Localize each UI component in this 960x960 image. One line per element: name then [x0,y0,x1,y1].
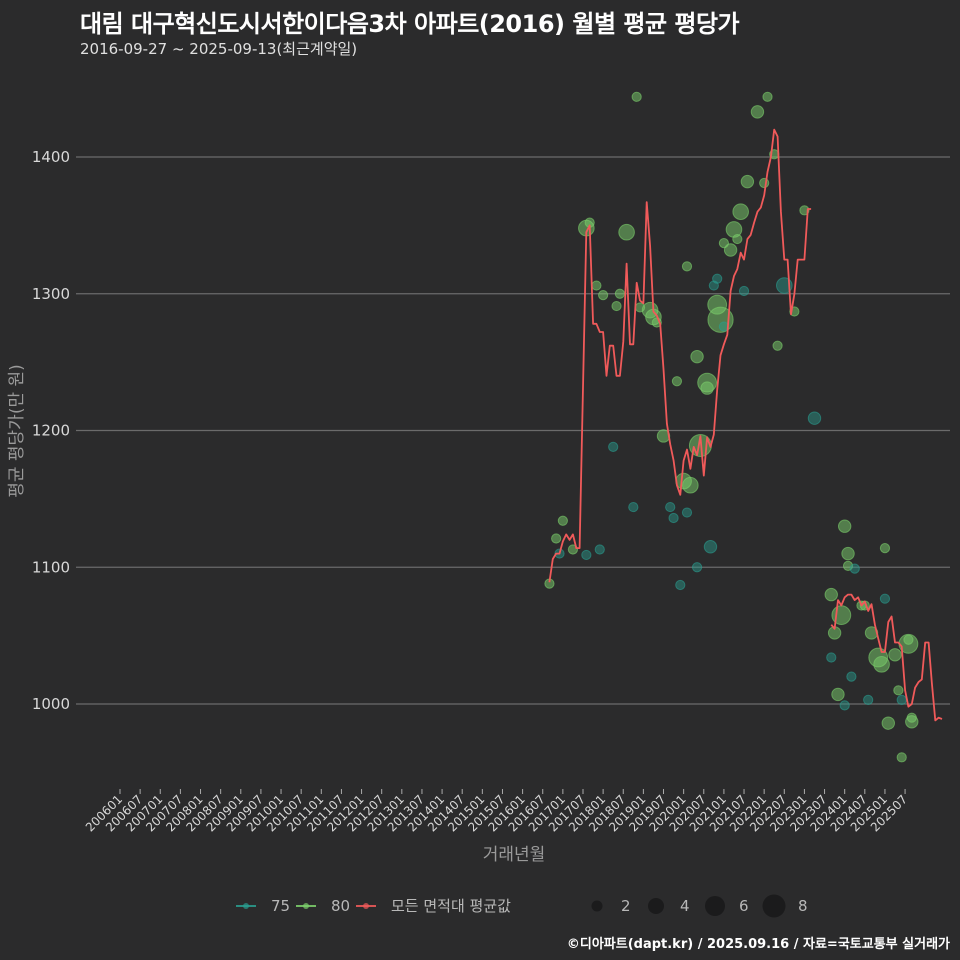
data-point-75 [826,652,837,663]
data-point-80 [759,177,770,189]
data-point-75 [712,273,723,284]
data-point-75 [628,501,639,513]
x-axis-ticks: 2006012006072007012007072008012008072009… [83,789,910,835]
legend-label: 모든 면적대 평균값 [391,897,511,915]
data-point-80 [831,687,845,702]
legend-size-2: 2 [591,897,631,915]
data-point-80 [671,376,683,387]
data-point-75 [681,507,693,518]
x-axis-title: 거래년월 [483,845,546,865]
y-tick-label: 1300 [32,285,70,303]
average-line-segment [548,128,812,583]
y-axis-title: 평균 평당가(만 원) [7,364,27,498]
data-point-80 [750,105,765,119]
data-point-80 [682,476,699,494]
data-point-80 [740,174,755,189]
legend-label: 75 [271,897,290,915]
data-point-80 [762,91,773,102]
data-point-75 [668,512,679,524]
size-circle-icon [705,896,725,916]
data-point-80 [551,533,562,544]
average-line [548,128,943,722]
data-point-75 [594,544,605,555]
data-point-80 [841,546,855,561]
data-point-80 [732,203,749,220]
data-point-80 [824,587,838,602]
data-point-80 [557,515,568,526]
data-point-80 [879,543,891,554]
legend-item-2: 모든 면적대 평균값 [356,897,511,915]
legend-item-0: 75 [236,897,290,915]
size-circle-icon [762,894,786,918]
data-point-75 [896,694,907,705]
data-point-80 [631,91,642,102]
legend-dot-icon [303,903,309,909]
data-point-75 [879,593,891,604]
y-axis-ticks: 1000 1100 1200 1300 1400 [32,148,70,713]
data-point-75 [738,285,750,297]
data-point-75 [675,579,686,591]
legend-size-6: 6 [705,896,749,916]
data-point-75 [665,501,676,513]
y-tick-label: 1400 [32,148,70,166]
data-point-80 [888,648,902,662]
data-point-75 [807,411,822,425]
data-point-80 [893,685,904,696]
legend-size-label: 4 [680,897,690,915]
data-point-75 [849,563,860,574]
legend-label: 80 [331,897,350,915]
data-point-75 [703,540,718,554]
data-point-75 [608,441,619,453]
chart-subtitle: 2016-09-27 ~ 2025-09-13(최근계약일) [80,40,358,58]
legend-dot-icon [363,903,369,909]
data-point-80 [681,261,693,272]
data-point-80 [690,349,704,364]
legend-size-8: 8 [762,894,808,918]
y-tick-label: 1200 [32,422,70,440]
y-tick-label: 1100 [32,558,70,576]
legend-dot-icon [243,903,249,909]
data-point-80 [598,290,609,301]
legend-size-label: 6 [739,897,749,915]
data-point-80 [906,712,917,723]
scatter-points [544,91,919,763]
average-line-segment [830,593,943,722]
data-point-75 [691,562,703,573]
data-point-80 [614,288,625,299]
legend-item-1: 80 [296,897,350,915]
data-point-75 [846,671,857,682]
data-point-80 [772,340,783,351]
footer-credit: ©디아파트(dapt.kr) / 2025.09.16 / 자료=국토교통부 실… [566,937,950,952]
data-point-80 [732,233,743,245]
data-point-80 [707,306,734,333]
data-point-80 [837,519,852,533]
legend-size-4: 4 [648,897,690,915]
y-gridlines [76,156,950,705]
y-tick-label: 1000 [32,695,70,713]
legend-size-label: 2 [621,897,631,915]
data-point-75 [839,700,850,711]
data-point-80 [903,634,914,645]
data-point-80 [700,381,714,395]
legend: 75 80 모든 면적대 평균값 2 4 6 8 [236,894,808,918]
data-point-75 [581,549,592,561]
data-point-80 [873,656,890,673]
data-point-80 [723,243,738,257]
size-circle-icon [591,900,603,912]
legend-size-label: 8 [798,897,808,915]
data-point-80 [881,716,895,730]
data-point-75 [863,694,874,705]
data-point-80 [591,280,602,291]
data-point-80 [896,752,907,763]
data-point-80 [618,223,635,241]
data-point-80 [611,300,622,312]
chart-title: 대림 대구혁신도시서한이다음3차 아파트(2016) 월별 평균 평당가 [80,10,740,38]
size-circle-icon [648,898,664,914]
